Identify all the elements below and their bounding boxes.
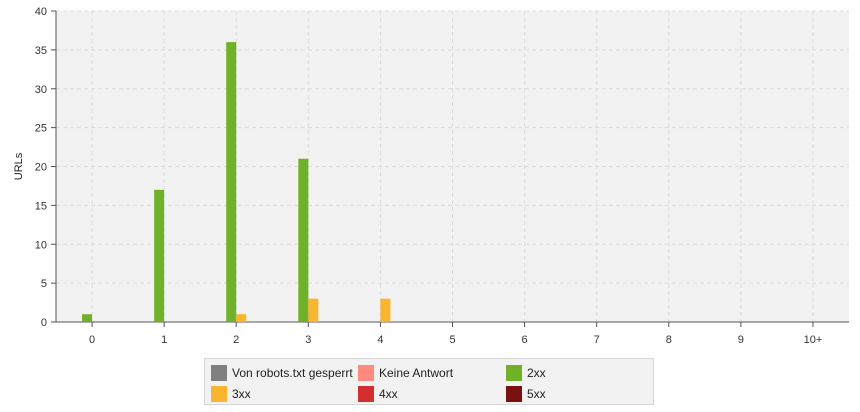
bar-3xx-2: [236, 314, 247, 322]
bar-3xx-3: [308, 298, 319, 322]
legend-item[interactable]: Keine Antwort: [358, 364, 453, 382]
legend-swatch: [358, 386, 374, 402]
gridlines: [56, 10, 849, 322]
bar-2xx-3: [298, 158, 309, 322]
legend-label: 4xx: [379, 387, 398, 401]
y-tick-label: 40: [35, 6, 47, 18]
y-tick-label: 35: [35, 45, 47, 57]
legend-label: 2xx: [527, 366, 546, 380]
legend-label: Keine Antwort: [379, 366, 454, 380]
legend-item[interactable]: 2xx: [506, 364, 546, 382]
y-tick-label: 10: [35, 239, 47, 251]
y-axis-label: URLs: [13, 152, 25, 180]
y-tick-label: 20: [35, 162, 47, 174]
legend-item[interactable]: 5xx: [506, 385, 546, 403]
x-tick-label: 5: [449, 334, 455, 346]
x-tick-label: 4: [377, 334, 383, 346]
x-tick-label: 10+: [804, 334, 823, 346]
legend-item[interactable]: Von robots.txt gesperrt: [211, 364, 353, 382]
legend-label: 3xx: [232, 387, 251, 401]
legend-label: 5xx: [527, 387, 546, 401]
legend-swatch: [358, 365, 374, 381]
y-tick-label: 30: [35, 84, 47, 96]
bar-2xx-2: [226, 42, 237, 322]
x-tick-label: 3: [305, 334, 311, 346]
legend-swatch: [506, 365, 522, 381]
x-tick-label: 7: [594, 334, 600, 346]
legend-label: Von robots.txt gesperrt: [232, 366, 353, 380]
bars: [82, 42, 391, 322]
x-tick-label: 8: [666, 334, 672, 346]
x-tick-label: 6: [522, 334, 528, 346]
bar-chart: 0 5 10 15 20 25 30 35 40 0 1 2 3 4 5 6 7 8 9 10+ URLs: [13, 6, 849, 346]
bar-3xx-4: [380, 298, 391, 322]
x-tick-label: 2: [233, 334, 239, 346]
bar-2xx-0: [82, 314, 93, 322]
legend-swatch: [506, 386, 522, 402]
x-tick-label: 9: [738, 334, 744, 346]
x-tick-label: 1: [161, 334, 167, 346]
y-tick-label: 0: [41, 317, 47, 329]
legend-item[interactable]: 4xx: [358, 385, 398, 403]
y-tick-label: 5: [41, 278, 47, 290]
legend: Von robots.txt gesperrt Keine Antwort 2xx 3…: [204, 358, 654, 405]
y-axis-ticks: 0 5 10 15 20 25 30 35 40: [35, 6, 56, 329]
x-axis-ticks: 0 1 2 3 4 5 6 7 8 9 10+: [89, 322, 822, 346]
legend-swatch: [211, 386, 227, 402]
legend-item[interactable]: 3xx: [211, 385, 251, 403]
legend-swatch: [211, 365, 227, 381]
x-tick-label: 0: [89, 334, 95, 346]
y-tick-label: 25: [35, 123, 47, 135]
bar-2xx-1: [154, 189, 165, 322]
y-tick-label: 15: [35, 200, 47, 212]
